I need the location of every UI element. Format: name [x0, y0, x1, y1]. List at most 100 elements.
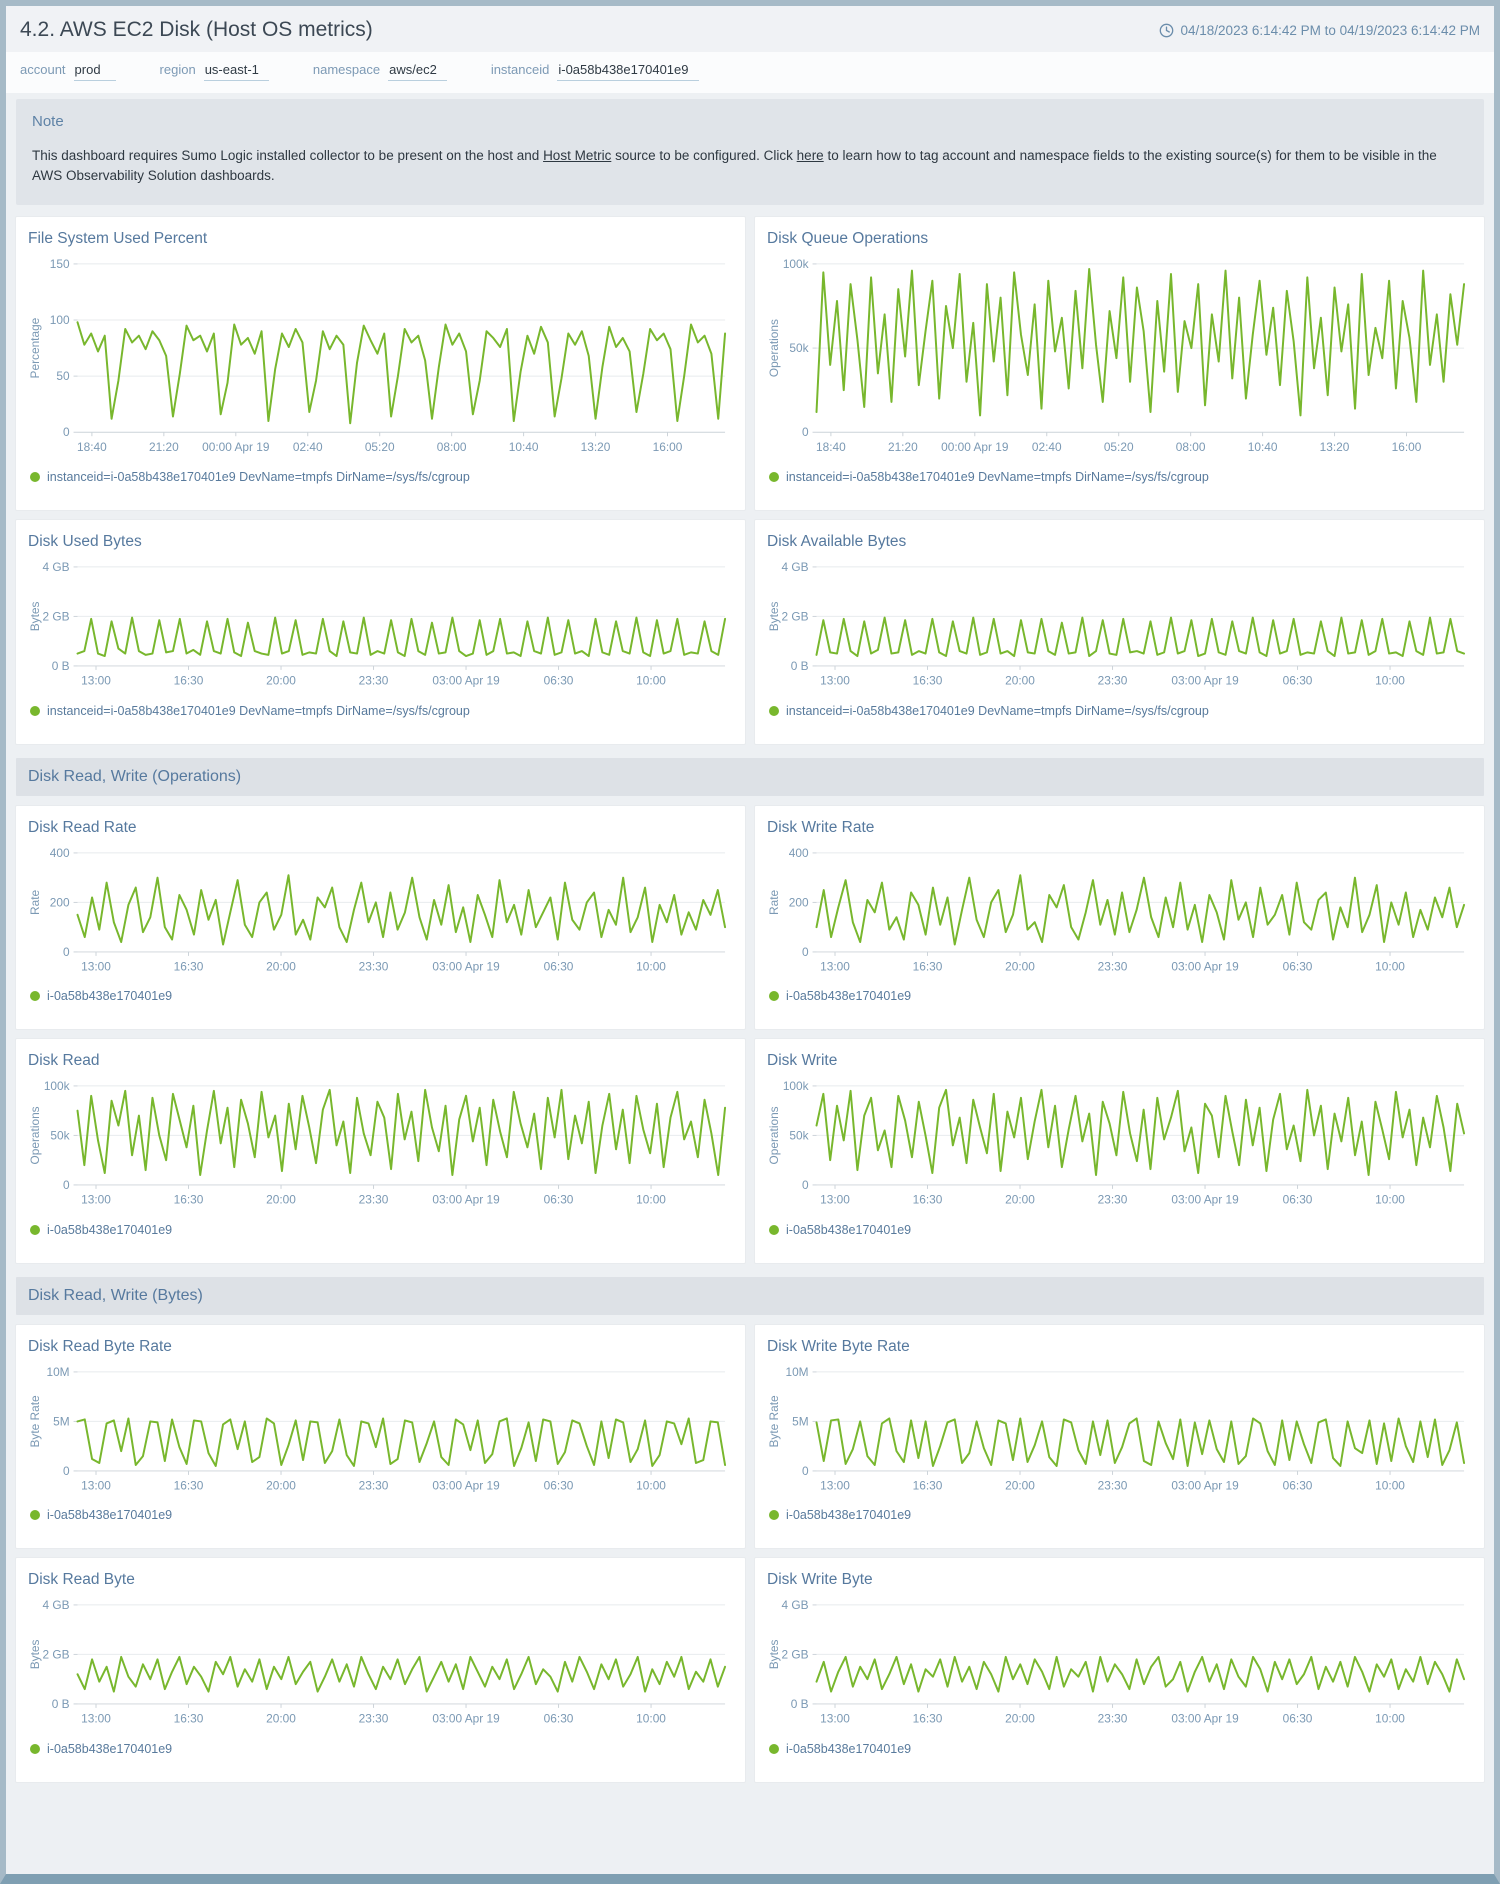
legend-label: i-0a58b438e170401e9 — [786, 1222, 912, 1237]
series-line — [815, 873, 1466, 946]
x-tick-label: 20:00 — [1005, 1712, 1035, 1726]
chart-plot[interactable]: 4 GB 2 GB 0 B Bytes 13:00 16:30 20:00 23:30 03:0… — [765, 1597, 1472, 1740]
y-tick-label: 4 GB — [782, 560, 809, 574]
y-tick-label: 0 — [802, 944, 809, 958]
chart-legend[interactable]: instanceid=i-0a58b438e170401e9 DevName=t… — [30, 704, 733, 718]
x-tick-label: 23:30 — [1098, 674, 1128, 688]
time-range-control[interactable]: 04/18/2023 6:14:42 PM to 04/19/2023 6:14… — [1159, 23, 1480, 38]
chart-plot[interactable]: 10M 5M 0 Byte Rate 13:00 16:30 20:00 23:30 03:00… — [26, 1364, 733, 1507]
x-tick-label: 03:00 Apr 19 — [432, 959, 500, 973]
x-tick-label: 20:00 — [1005, 1478, 1035, 1492]
x-tick-label: 03:00 Apr 19 — [1171, 959, 1239, 973]
y-tick-label: 400 — [50, 845, 70, 859]
chart-legend[interactable]: instanceid=i-0a58b438e170401e9 DevName=t… — [30, 470, 733, 484]
x-tick-label: 20:00 — [266, 674, 296, 688]
panel-disk-write: Disk Write 100k 50k 0 Operations 13:00 16:30 2… — [755, 1039, 1484, 1263]
x-tick-label: 20:00 — [1005, 959, 1035, 973]
chart-canvas[interactable]: 4 GB 2 GB 0 B Bytes 13:00 16:30 20:00 23:30 03:0… — [26, 1597, 733, 1740]
filter-namespace: namespace aws/ec2 — [313, 62, 447, 81]
filter-value-account[interactable]: prod — [73, 62, 116, 81]
x-tick-label: 06:30 — [544, 959, 574, 973]
chart-plot[interactable]: 4 GB 2 GB 0 B Bytes 13:00 16:30 20:00 23:30 03:0… — [765, 559, 1472, 702]
y-axis-label: Operations — [767, 319, 781, 377]
panel-disk-read: Disk Read 100k 50k 0 Operations 13:00 16:30 20… — [16, 1039, 745, 1263]
chart-canvas[interactable]: 4 GB 2 GB 0 B Bytes 13:00 16:30 20:00 23:30 03:0… — [26, 559, 733, 702]
x-tick-label: 13:00 — [820, 959, 850, 973]
y-axis-label: Byte Rate — [767, 1395, 781, 1448]
x-tick-label: 16:30 — [913, 1712, 943, 1726]
chart-plot[interactable]: 150 100 50 0 Percentage 18:40 21:20 00:00 Apr 1… — [26, 256, 733, 468]
filter-region: region us-east-1 — [160, 62, 269, 81]
chart-legend[interactable]: i-0a58b438e170401e9 — [769, 1742, 1472, 1756]
x-tick-label: 23:30 — [359, 1193, 389, 1207]
x-tick-label: 23:30 — [1098, 1478, 1128, 1492]
chart-legend[interactable]: instanceid=i-0a58b438e170401e9 DevName=t… — [769, 704, 1472, 718]
chart-legend[interactable]: i-0a58b438e170401e9 — [30, 1742, 733, 1756]
chart-canvas[interactable]: 10M 5M 0 Byte Rate 13:00 16:30 20:00 23:30 03:00… — [26, 1364, 733, 1507]
chart-title: Disk Write Byte Rate — [767, 1337, 910, 1355]
x-tick-label: 03:00 Apr 19 — [432, 1478, 500, 1492]
chart-plot[interactable]: 100k 50k 0 Operations 13:00 16:30 20:00 23:30 03… — [765, 1078, 1472, 1221]
x-tick-label: 20:00 — [1005, 674, 1035, 688]
page-title: 4.2. AWS EC2 Disk (Host OS metrics) — [20, 18, 373, 41]
note-text: to learn how to tag account and namespac… — [32, 148, 1437, 183]
x-tick-label: 16:30 — [174, 674, 204, 688]
x-tick-label: 06:30 — [1283, 1193, 1313, 1207]
chart-plot[interactable]: 100k 50k 0 Operations 18:40 21:20 00:00 Apr 19… — [765, 256, 1472, 468]
chart-canvas[interactable]: 150 100 50 0 Percentage 18:40 21:20 00:00 Apr 1… — [26, 256, 733, 468]
filter-value-instanceid[interactable]: i-0a58b438e170401e9 — [557, 62, 699, 81]
x-tick-label: 13:20 — [1320, 440, 1350, 454]
x-tick-label: 16:30 — [913, 1193, 943, 1207]
chart-legend[interactable]: i-0a58b438e170401e9 — [769, 989, 1472, 1003]
note-text: source to be configured. Click — [611, 148, 797, 163]
legend-label: i-0a58b438e170401e9 — [47, 1741, 173, 1756]
chart-plot[interactable]: 4 GB 2 GB 0 B Bytes 13:00 16:30 20:00 23:30 03:0… — [26, 559, 733, 702]
series-line — [76, 616, 727, 658]
chart-canvas[interactable]: 10M 5M 0 Byte Rate 13:00 16:30 20:00 23:30 03:00… — [765, 1364, 1472, 1507]
here-link[interactable]: here — [796, 148, 824, 163]
chart-legend[interactable]: i-0a58b438e170401e9 — [30, 989, 733, 1003]
chart-canvas[interactable]: 100k 50k 0 Operations 18:40 21:20 00:00 Apr 19… — [765, 256, 1472, 468]
chart-canvas[interactable]: 100k 50k 0 Operations 13:00 16:30 20:00 23:30 03… — [765, 1078, 1472, 1221]
series-line — [76, 873, 727, 946]
chart-canvas[interactable]: 400 200 0 Rate 13:00 16:30 20:00 23:30 03:00 Apr… — [26, 845, 733, 988]
chart-canvas[interactable]: 4 GB 2 GB 0 B Bytes 13:00 16:30 20:00 23:30 03:0… — [765, 1597, 1472, 1740]
chart-canvas[interactable]: 100k 50k 0 Operations 13:00 16:30 20:00 23:30 03… — [26, 1078, 733, 1221]
chart-legend[interactable]: i-0a58b438e170401e9 — [769, 1223, 1472, 1237]
charts-grid: File System Used Percent 150 100 50 0 Percen… — [6, 217, 1494, 1796]
chart-canvas[interactable]: 400 200 0 Rate 13:00 16:30 20:00 23:30 03:00 Apr… — [765, 845, 1472, 988]
x-tick-label: 10:00 — [636, 1712, 666, 1726]
chart-canvas[interactable]: 4 GB 2 GB 0 B Bytes 13:00 16:30 20:00 23:30 03:0… — [765, 559, 1472, 702]
chart-plot[interactable]: 10M 5M 0 Byte Rate 13:00 16:30 20:00 23:30 03:00… — [765, 1364, 1472, 1507]
chart-legend[interactable]: i-0a58b438e170401e9 — [769, 1508, 1472, 1522]
y-axis-label: Bytes — [28, 1640, 42, 1670]
chart-legend[interactable]: instanceid=i-0a58b438e170401e9 DevName=t… — [769, 470, 1472, 484]
series-line — [76, 1656, 727, 1693]
chart-plot[interactable]: 400 200 0 Rate 13:00 16:30 20:00 23:30 03:00 Apr… — [765, 845, 1472, 988]
x-tick-label: 20:00 — [266, 959, 296, 973]
x-tick-label: 16:30 — [174, 959, 204, 973]
x-tick-label: 21:20 — [888, 440, 918, 454]
chart-title: Disk Read Rate — [28, 818, 137, 836]
chart-plot[interactable]: 100k 50k 0 Operations 13:00 16:30 20:00 23:30 03… — [26, 1078, 733, 1221]
panel-file-system-used-percent: File System Used Percent 150 100 50 0 Percen… — [16, 217, 745, 511]
chart-legend[interactable]: i-0a58b438e170401e9 — [30, 1508, 733, 1522]
filter-value-namespace[interactable]: aws/ec2 — [388, 62, 447, 81]
chart-plot[interactable]: 400 200 0 Rate 13:00 16:30 20:00 23:30 03:00 Apr… — [26, 845, 733, 988]
host-metric-link[interactable]: Host Metric — [543, 148, 612, 163]
y-tick-label: 150 — [50, 257, 70, 271]
y-axis-label: Operations — [767, 1106, 781, 1164]
x-tick-label: 13:00 — [81, 959, 111, 973]
y-tick-label: 2 GB — [43, 609, 70, 623]
chart-plot[interactable]: 4 GB 2 GB 0 B Bytes 13:00 16:30 20:00 23:30 03:0… — [26, 1597, 733, 1740]
x-tick-label: 10:00 — [1375, 1478, 1405, 1492]
y-tick-label: 200 — [789, 895, 809, 909]
y-tick-label: 50 — [56, 369, 70, 383]
chart-legend[interactable]: i-0a58b438e170401e9 — [30, 1223, 733, 1237]
x-tick-label: 21:20 — [149, 440, 179, 454]
x-tick-label: 06:30 — [544, 1712, 574, 1726]
x-tick-label: 06:30 — [544, 1193, 574, 1207]
y-tick-label: 0 — [802, 1464, 809, 1478]
filter-value-region[interactable]: us-east-1 — [203, 62, 269, 81]
legend-label: i-0a58b438e170401e9 — [786, 1741, 912, 1756]
